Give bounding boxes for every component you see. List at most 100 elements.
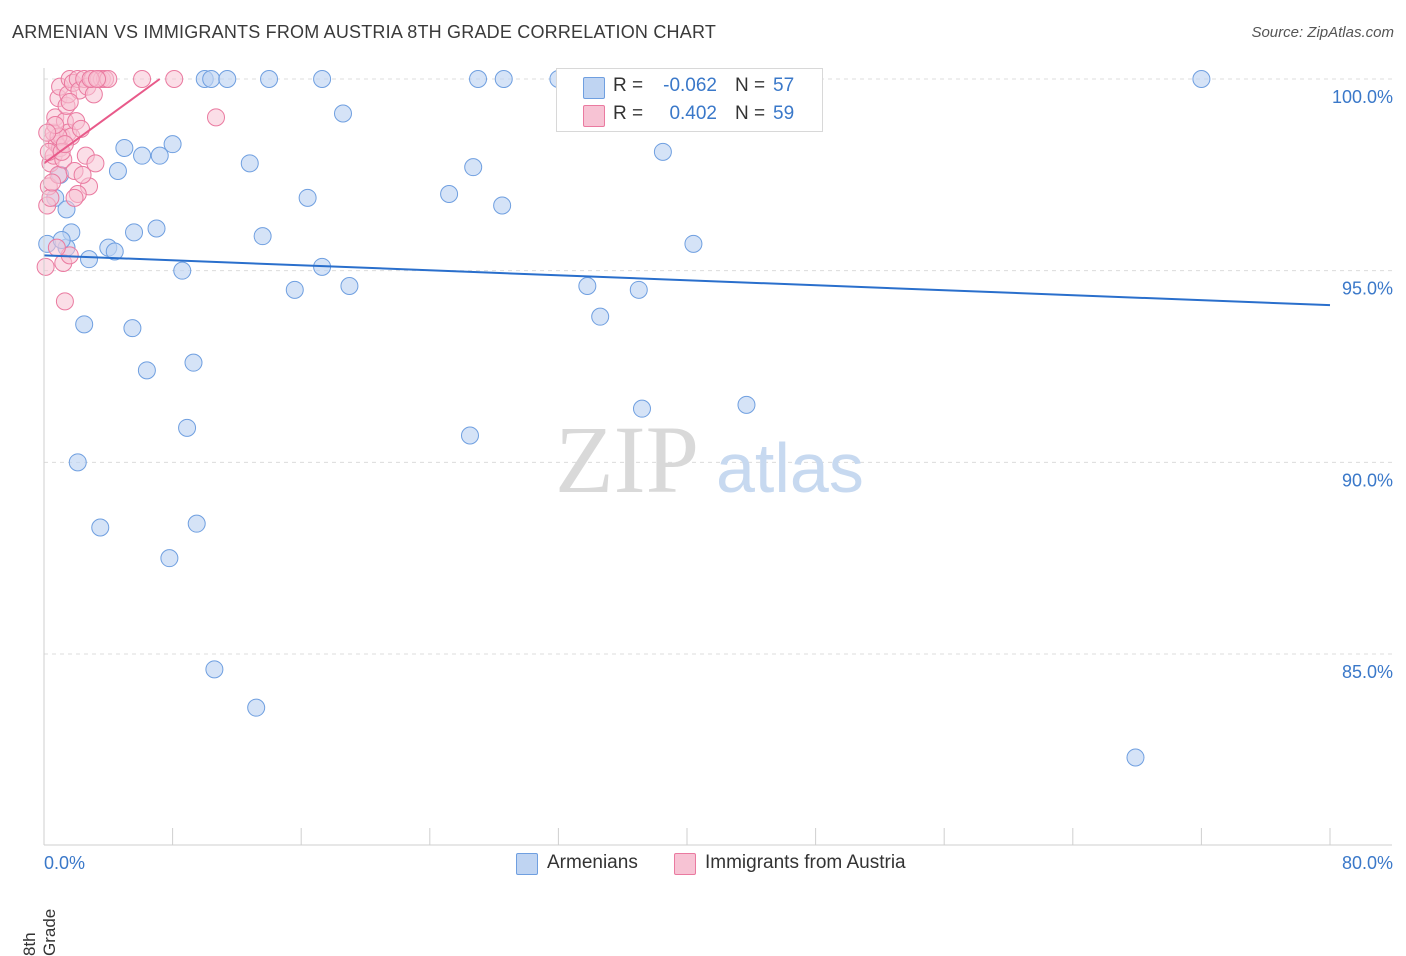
watermark: ZIP atlas bbox=[555, 406, 864, 513]
data-point-armenians bbox=[68, 453, 87, 472]
y-tick-label: 95.0% bbox=[1342, 279, 1393, 299]
data-point-armenians bbox=[440, 185, 459, 203]
data-point-austria bbox=[133, 70, 152, 88]
data-point-armenians bbox=[1192, 70, 1211, 88]
data-point-armenians bbox=[313, 70, 332, 88]
legend-r-value: 0.402 bbox=[669, 103, 717, 124]
data-point-austria bbox=[165, 70, 184, 88]
correlation-legend: R = -0.062 N = 57 R = 0.402 N = 59 bbox=[556, 68, 823, 132]
data-point-armenians bbox=[285, 280, 304, 299]
data-point-armenians bbox=[123, 319, 142, 338]
data-point-armenians bbox=[460, 426, 479, 445]
data-point-austria bbox=[38, 123, 57, 142]
data-point-armenians bbox=[494, 70, 513, 88]
data-point-austria bbox=[71, 119, 90, 138]
data-point-armenians bbox=[578, 277, 597, 295]
data-point-armenians bbox=[202, 70, 221, 88]
data-point-austria bbox=[84, 85, 103, 104]
y-axis-label: 8th Grade bbox=[20, 908, 59, 956]
data-point-armenians bbox=[253, 227, 272, 246]
series-immigrants-from-austria bbox=[36, 70, 226, 311]
data-point-armenians bbox=[105, 242, 124, 261]
legend-row-austria: R = 0.402 N = 59 bbox=[557, 101, 822, 127]
data-point-armenians bbox=[91, 518, 110, 537]
trend-lines bbox=[43, 78, 1331, 307]
data-point-austria bbox=[207, 108, 226, 127]
data-point-armenians bbox=[150, 146, 169, 165]
data-point-armenians bbox=[260, 70, 279, 88]
data-point-austria bbox=[60, 93, 79, 111]
data-point-armenians bbox=[632, 399, 651, 418]
data-point-armenians bbox=[125, 223, 144, 242]
trend-line-austria bbox=[43, 78, 161, 165]
legend-r-value: -0.062 bbox=[663, 75, 717, 96]
data-point-armenians bbox=[737, 395, 756, 414]
data-point-austria bbox=[47, 238, 66, 257]
chart-title: ARMENIAN VS IMMIGRANTS FROM AUSTRIA 8TH … bbox=[12, 22, 717, 42]
data-point-armenians bbox=[218, 70, 237, 88]
data-point-austria bbox=[43, 173, 62, 192]
legend-swatch-blue bbox=[583, 77, 605, 99]
x-tick-label: 0.0% bbox=[44, 853, 85, 873]
scatter-chart: ZIP atlas 85.0% 90.0% 95.0% 100.0% 0.0% 80.0… bbox=[36, 68, 1393, 873]
data-point-armenians bbox=[340, 277, 359, 295]
data-point-armenians bbox=[115, 139, 134, 157]
legend-r-label: R = bbox=[613, 75, 644, 96]
data-point-armenians bbox=[247, 698, 266, 717]
data-point-armenians bbox=[147, 219, 166, 238]
legend-swatch-pink bbox=[674, 853, 696, 875]
data-point-armenians bbox=[493, 196, 512, 215]
data-point-austria bbox=[86, 154, 105, 173]
legend-n-label: N = bbox=[735, 103, 766, 124]
data-point-armenians bbox=[75, 315, 94, 334]
data-point-armenians bbox=[1126, 748, 1145, 767]
legend-swatch-blue bbox=[516, 853, 538, 875]
trend-line-armenians bbox=[43, 254, 1331, 307]
data-point-armenians bbox=[469, 70, 488, 88]
data-point-armenians bbox=[333, 104, 352, 123]
legend-swatch-pink bbox=[583, 105, 605, 127]
legend-n-value: 59 bbox=[773, 103, 795, 124]
data-point-armenians bbox=[108, 162, 127, 180]
data-point-armenians bbox=[163, 135, 182, 154]
y-tick-label: 90.0% bbox=[1342, 470, 1393, 490]
series-armenians bbox=[38, 70, 1211, 767]
data-point-armenians bbox=[133, 146, 152, 165]
data-point-armenians bbox=[173, 261, 192, 280]
data-point-armenians bbox=[178, 418, 197, 437]
data-point-armenians bbox=[160, 549, 179, 568]
data-point-austria bbox=[55, 292, 74, 311]
source-credit: Source: ZipAtlas.com bbox=[1251, 24, 1394, 41]
data-point-austria bbox=[88, 70, 107, 88]
legend-row-armenians: R = -0.062 N = 57 bbox=[557, 73, 822, 99]
data-point-austria bbox=[73, 165, 92, 184]
data-point-austria bbox=[36, 257, 55, 276]
data-point-armenians bbox=[240, 154, 259, 173]
data-point-austria bbox=[65, 188, 84, 207]
data-point-armenians bbox=[629, 280, 648, 299]
axes bbox=[43, 68, 1392, 846]
data-point-armenians bbox=[184, 353, 203, 372]
y-tick-label: 85.0% bbox=[1342, 662, 1393, 682]
data-point-armenians bbox=[187, 514, 206, 533]
legend-r-label: R = bbox=[613, 103, 644, 124]
y-tick-label: 100.0% bbox=[1332, 87, 1393, 107]
data-point-armenians bbox=[80, 250, 99, 269]
x-tick-labels: 0.0% 80.0% bbox=[44, 853, 1393, 873]
legend-n-value: 57 bbox=[773, 75, 795, 96]
legend-label: Armenians bbox=[547, 852, 638, 873]
data-point-armenians bbox=[298, 188, 317, 207]
legend-label: Immigrants from Austria bbox=[705, 852, 906, 873]
y-tick-labels: 85.0% 90.0% 95.0% 100.0% bbox=[1332, 87, 1393, 682]
data-point-armenians bbox=[684, 234, 703, 253]
data-point-armenians bbox=[464, 158, 483, 177]
data-point-armenians bbox=[591, 307, 610, 326]
x-tick-label: 80.0% bbox=[1342, 853, 1393, 873]
data-point-austria bbox=[55, 135, 74, 154]
watermark-atlas: atlas bbox=[716, 429, 864, 507]
legend-n-label: N = bbox=[735, 75, 766, 96]
data-point-armenians bbox=[137, 361, 156, 380]
data-point-armenians bbox=[205, 660, 224, 679]
data-point-armenians bbox=[653, 142, 672, 161]
watermark-zip: ZIP bbox=[555, 406, 699, 513]
